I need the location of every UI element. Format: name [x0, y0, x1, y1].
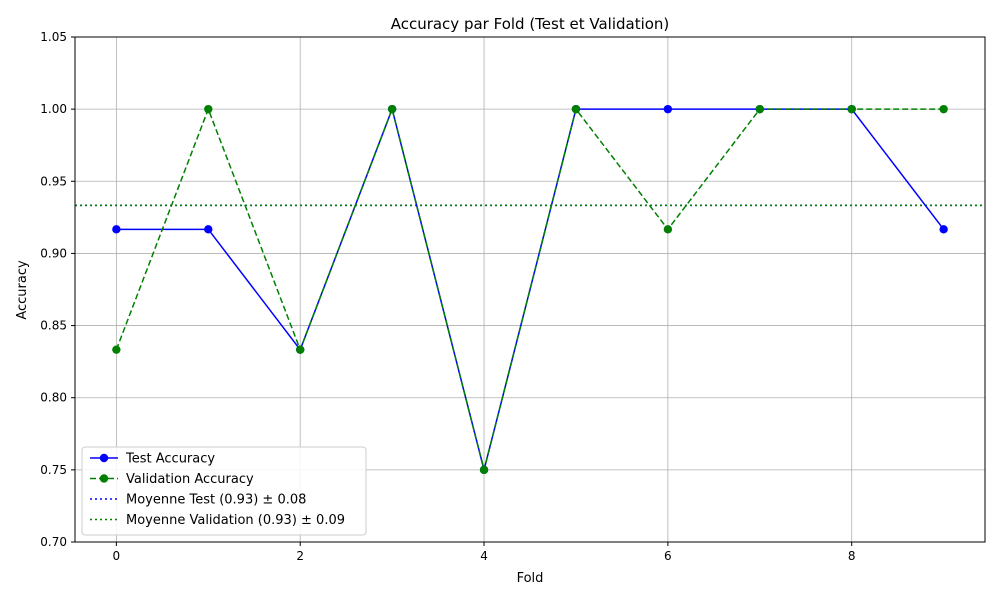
- legend-box: [81, 446, 367, 536]
- series-1-point-4: [479, 465, 489, 475]
- series-0-point-6: [663, 104, 673, 114]
- series-line-0: [116, 106, 945, 471]
- x-axis-label: Fold: [517, 571, 544, 586]
- x-tick-label-2: 4: [480, 549, 488, 563]
- series-0-point-0: [112, 225, 121, 234]
- legend-label-1: Validation Accuracy: [126, 472, 254, 487]
- y-axis-label: Accuracy: [15, 260, 30, 320]
- x-tick-label-0: 0: [113, 549, 121, 563]
- series-line-1: [115, 106, 944, 471]
- plot-frame: [74, 36, 986, 543]
- series-1-point-2: [296, 345, 305, 354]
- legend-label-3: Moyenne Validation (0.93) ± 0.09: [126, 513, 345, 528]
- series-1-point-3: [387, 104, 397, 114]
- y-tick-label-7: 1.05: [40, 30, 67, 44]
- series-1-point-5: [571, 104, 581, 114]
- y-tick-label-4: 0.90: [40, 246, 67, 260]
- series-0-point-9: [939, 225, 948, 234]
- y-tick-label-1: 0.75: [40, 463, 67, 477]
- legend-label-0: Test Accuracy: [125, 452, 215, 467]
- series-1-point-7: [755, 104, 764, 114]
- y-tick-label-2: 0.80: [40, 391, 67, 405]
- y-tick-label-5: 0.95: [40, 174, 67, 188]
- chart-title: Accuracy par Fold (Test et Validation): [391, 15, 670, 33]
- series-1-point-1: [204, 104, 213, 114]
- series-1-point-9: [939, 104, 948, 114]
- x-tick-label-1: 2: [296, 549, 304, 563]
- legend-marker-1: [99, 474, 109, 483]
- legend-label-2: Moyenne Test (0.93) ± 0.08: [126, 493, 306, 508]
- series-1-point-0: [112, 345, 121, 354]
- x-tick-label-3: 6: [664, 549, 672, 563]
- series-1-point-6: [663, 225, 673, 234]
- series-0-point-1: [204, 225, 213, 234]
- legend-marker-0: [99, 453, 109, 463]
- series-1-point-8: [847, 104, 856, 114]
- y-tick-label-6: 1.00: [40, 102, 67, 116]
- y-tick-label-3: 0.85: [40, 319, 67, 333]
- x-tick-label-4: 8: [848, 549, 856, 563]
- y-tick-label-0: 0.70: [40, 535, 67, 549]
